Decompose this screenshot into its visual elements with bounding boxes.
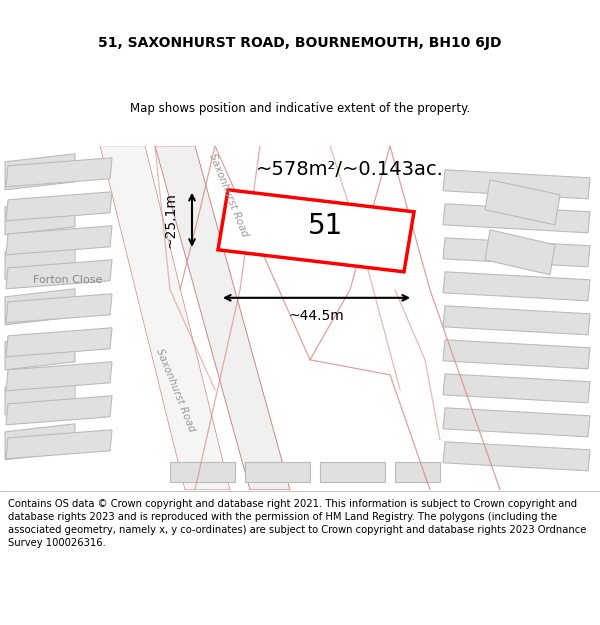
Polygon shape xyxy=(100,146,230,490)
Polygon shape xyxy=(5,424,75,460)
Polygon shape xyxy=(5,289,75,325)
Polygon shape xyxy=(443,374,590,402)
Polygon shape xyxy=(443,170,590,199)
Polygon shape xyxy=(320,462,385,482)
Polygon shape xyxy=(443,408,590,437)
Polygon shape xyxy=(6,226,112,255)
Polygon shape xyxy=(6,396,112,425)
Polygon shape xyxy=(245,462,310,482)
Polygon shape xyxy=(443,204,590,233)
Text: Forton Close: Forton Close xyxy=(34,275,103,285)
Text: ~25.1m: ~25.1m xyxy=(163,192,177,248)
Text: Map shows position and indicative extent of the property.: Map shows position and indicative extent… xyxy=(130,102,470,115)
Polygon shape xyxy=(5,244,75,280)
Polygon shape xyxy=(395,462,440,482)
Text: ~44.5m: ~44.5m xyxy=(289,309,344,322)
Text: Saxonhurst Road: Saxonhurst Road xyxy=(206,152,250,238)
Polygon shape xyxy=(6,294,112,322)
Text: ~578m²/~0.143ac.: ~578m²/~0.143ac. xyxy=(256,161,444,179)
Polygon shape xyxy=(5,154,75,190)
Polygon shape xyxy=(443,238,590,267)
Polygon shape xyxy=(443,442,590,471)
Polygon shape xyxy=(6,260,112,289)
Text: 51: 51 xyxy=(308,212,344,240)
Polygon shape xyxy=(443,340,590,369)
Polygon shape xyxy=(443,306,590,335)
Text: Contains OS data © Crown copyright and database right 2021. This information is : Contains OS data © Crown copyright and d… xyxy=(8,499,586,548)
Polygon shape xyxy=(6,328,112,357)
Polygon shape xyxy=(170,462,235,482)
Polygon shape xyxy=(443,272,590,301)
Polygon shape xyxy=(6,158,112,187)
Text: 51, SAXONHURST ROAD, BOURNEMOUTH, BH10 6JD: 51, SAXONHURST ROAD, BOURNEMOUTH, BH10 6… xyxy=(98,36,502,51)
Polygon shape xyxy=(6,430,112,459)
Polygon shape xyxy=(5,334,75,370)
Polygon shape xyxy=(485,180,560,225)
Polygon shape xyxy=(6,362,112,391)
Polygon shape xyxy=(485,230,555,275)
Text: Saxonhurst Road: Saxonhurst Road xyxy=(154,347,196,433)
Polygon shape xyxy=(5,199,75,235)
Polygon shape xyxy=(155,146,290,490)
Polygon shape xyxy=(5,379,75,415)
Polygon shape xyxy=(6,192,112,221)
Polygon shape xyxy=(218,190,414,272)
